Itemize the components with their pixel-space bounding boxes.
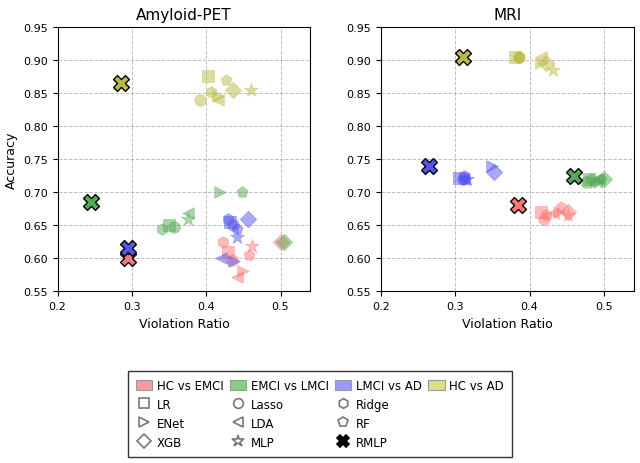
Point xyxy=(246,87,256,94)
Point xyxy=(232,234,243,241)
Point xyxy=(183,215,193,223)
Point xyxy=(554,209,564,216)
Point xyxy=(458,54,468,61)
Point xyxy=(216,255,226,263)
Y-axis label: Accuracy: Accuracy xyxy=(4,131,17,188)
Point xyxy=(244,252,255,259)
Point xyxy=(232,274,243,281)
Point xyxy=(591,179,602,187)
Point xyxy=(459,176,469,183)
Point xyxy=(238,268,248,275)
Point xyxy=(459,176,469,183)
Point xyxy=(223,248,234,256)
Point xyxy=(514,54,524,61)
Point xyxy=(225,219,235,226)
Point xyxy=(168,223,179,231)
Point xyxy=(459,173,469,180)
Point xyxy=(593,179,603,187)
Point xyxy=(223,215,234,223)
Point xyxy=(569,173,579,180)
Point xyxy=(487,163,497,170)
Point xyxy=(596,176,606,183)
Point xyxy=(581,179,591,187)
Point xyxy=(164,222,174,229)
Point xyxy=(536,54,547,61)
Point xyxy=(462,176,472,183)
Point xyxy=(218,238,228,246)
Point xyxy=(563,209,573,216)
Point xyxy=(548,67,559,75)
Point xyxy=(584,176,594,183)
Point xyxy=(123,245,133,252)
Point xyxy=(509,54,520,61)
Point xyxy=(195,97,205,104)
Point xyxy=(536,60,546,68)
Point xyxy=(116,80,126,88)
Point xyxy=(541,212,551,219)
Point xyxy=(275,238,285,246)
X-axis label: Violation Ratio: Violation Ratio xyxy=(462,317,553,330)
Point xyxy=(563,212,573,219)
Point xyxy=(514,54,524,61)
Point xyxy=(213,97,223,104)
Point xyxy=(548,210,559,218)
Point xyxy=(247,243,257,250)
Point xyxy=(243,215,253,223)
Point xyxy=(228,222,238,229)
Point xyxy=(237,189,247,196)
Point xyxy=(489,169,499,177)
Point xyxy=(220,77,230,84)
Point xyxy=(599,176,609,183)
Legend: HC vs EMCI, LR, ENet, XGB, EMCI vs LMCI, Lasso, LDA, MLP, LMCI vs AD, Ridge, RF,: HC vs EMCI, LR, ENet, XGB, EMCI vs LMCI,… xyxy=(127,371,513,457)
Point xyxy=(540,215,550,223)
Point xyxy=(123,255,133,263)
Point xyxy=(514,54,524,61)
Point xyxy=(458,176,468,183)
Point xyxy=(203,74,213,81)
Point xyxy=(454,175,464,182)
Point xyxy=(279,238,289,246)
Point xyxy=(227,257,237,264)
Point xyxy=(424,163,435,170)
X-axis label: Violation Ratio: Violation Ratio xyxy=(138,317,229,330)
Point xyxy=(213,94,223,101)
Point xyxy=(513,202,524,210)
Title: Amyloid-PET: Amyloid-PET xyxy=(136,7,232,23)
Point xyxy=(157,226,167,233)
Point xyxy=(182,210,193,218)
Point xyxy=(86,199,96,206)
Point xyxy=(214,189,225,196)
Title: MRI: MRI xyxy=(493,7,522,23)
Point xyxy=(536,209,546,216)
Point xyxy=(229,257,239,265)
Point xyxy=(556,204,566,211)
Point xyxy=(228,87,238,94)
Point xyxy=(541,60,551,68)
Point xyxy=(593,176,603,183)
Point xyxy=(205,89,216,96)
Point xyxy=(232,225,243,233)
Point xyxy=(586,176,596,183)
